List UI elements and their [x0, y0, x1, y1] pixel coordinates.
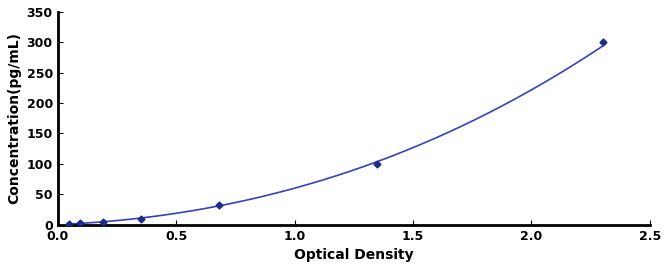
- X-axis label: Optical Density: Optical Density: [294, 248, 413, 262]
- Y-axis label: Concentration(pg/mL): Concentration(pg/mL): [7, 32, 21, 204]
